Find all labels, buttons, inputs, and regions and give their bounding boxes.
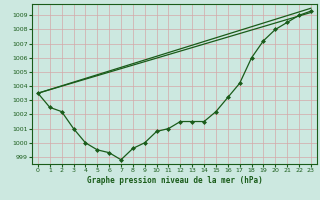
X-axis label: Graphe pression niveau de la mer (hPa): Graphe pression niveau de la mer (hPa) xyxy=(86,176,262,185)
